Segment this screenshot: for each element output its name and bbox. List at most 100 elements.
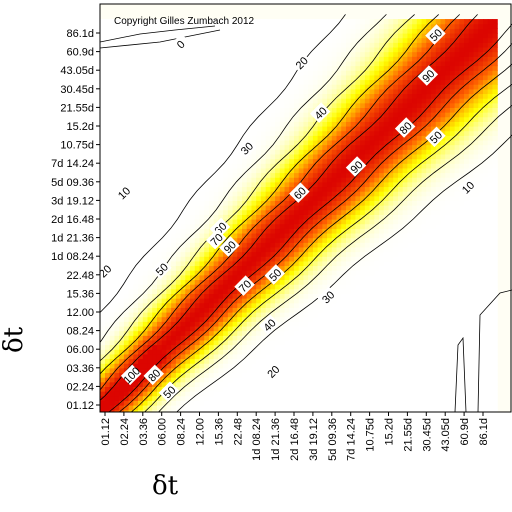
heatmap-cell bbox=[119, 60, 125, 67]
heatmap-cell bbox=[284, 33, 290, 39]
heatmap-cell bbox=[128, 107, 134, 113]
heatmap-cell bbox=[199, 242, 205, 248]
heatmap-cell bbox=[105, 353, 111, 360]
heatmap-cell bbox=[270, 93, 276, 99]
heatmap-cell bbox=[294, 167, 300, 174]
heatmap-cell bbox=[341, 223, 347, 229]
heatmap-cell bbox=[175, 298, 182, 304]
heatmap-cell bbox=[166, 205, 172, 211]
heatmap-cell bbox=[109, 172, 116, 178]
heatmap-cell bbox=[355, 298, 361, 304]
heatmap-cell bbox=[109, 102, 116, 108]
heatmap-cell bbox=[138, 391, 144, 397]
heatmap-cell bbox=[289, 121, 295, 127]
heatmap-cell bbox=[227, 270, 234, 276]
heatmap-cell bbox=[208, 395, 215, 401]
heatmap-cell bbox=[204, 214, 210, 220]
heatmap-cell bbox=[156, 74, 163, 81]
heatmap-cell bbox=[147, 112, 153, 118]
heatmap-cell bbox=[128, 60, 134, 67]
heatmap-cell bbox=[369, 191, 375, 197]
heatmap-cell bbox=[275, 307, 281, 313]
heatmap-cell bbox=[350, 130, 357, 136]
heatmap-cell bbox=[204, 65, 210, 71]
heatmap-cell bbox=[138, 325, 144, 332]
heatmap-cell bbox=[147, 400, 153, 406]
heatmap-cell bbox=[232, 107, 238, 113]
heatmap-cell bbox=[105, 139, 111, 146]
heatmap-cell bbox=[275, 70, 281, 76]
heatmap-cell bbox=[119, 363, 125, 369]
heatmap-cell bbox=[360, 144, 366, 150]
heatmap-cell bbox=[194, 358, 201, 364]
heatmap-cell bbox=[327, 93, 333, 99]
heatmap-cell bbox=[142, 316, 149, 322]
heatmap-cell bbox=[355, 321, 361, 327]
heatmap-cell bbox=[161, 56, 168, 62]
heatmap-cell bbox=[327, 400, 333, 406]
heatmap-cell bbox=[232, 28, 238, 34]
heatmap-cell bbox=[303, 149, 309, 155]
heatmap-cell bbox=[105, 293, 111, 299]
heatmap-cell bbox=[166, 321, 172, 327]
heatmap-cell bbox=[100, 42, 106, 48]
heatmap-cell bbox=[109, 307, 116, 313]
heatmap-cell bbox=[265, 177, 271, 183]
heatmap-cell bbox=[270, 358, 276, 364]
heatmap-cell bbox=[100, 209, 106, 215]
heatmap-cell bbox=[345, 405, 352, 411]
heatmap-cell bbox=[114, 270, 120, 276]
heatmap-cell bbox=[246, 167, 253, 174]
heatmap-cell bbox=[322, 325, 328, 332]
heatmap-cell bbox=[123, 79, 130, 85]
heatmap-cell bbox=[142, 358, 149, 364]
heatmap-cell bbox=[369, 288, 375, 294]
heatmap-cell bbox=[218, 251, 224, 257]
heatmap-cell bbox=[270, 84, 276, 90]
heatmap-cell bbox=[190, 191, 196, 197]
heatmap-cell bbox=[194, 37, 201, 43]
heatmap-cell bbox=[166, 316, 172, 322]
heatmap-cell bbox=[364, 386, 371, 392]
heatmap-cell bbox=[308, 307, 314, 313]
heatmap-cell bbox=[246, 74, 253, 81]
heatmap-cell bbox=[331, 200, 338, 206]
heatmap-cell bbox=[128, 70, 134, 76]
heatmap-cell bbox=[279, 126, 286, 132]
heatmap-cell bbox=[199, 377, 205, 383]
heatmap-cell bbox=[119, 325, 125, 332]
heatmap-cell bbox=[119, 65, 125, 71]
heatmap-cell bbox=[327, 158, 333, 164]
heatmap-cell bbox=[199, 335, 205, 341]
heatmap-cell bbox=[317, 144, 323, 150]
heatmap-cell bbox=[175, 200, 182, 206]
heatmap-cell bbox=[213, 270, 219, 276]
heatmap-cell bbox=[260, 88, 267, 95]
heatmap-cell bbox=[175, 372, 182, 378]
heatmap-cell bbox=[369, 260, 375, 267]
heatmap-cell bbox=[251, 339, 257, 346]
heatmap-cell bbox=[100, 139, 106, 146]
heatmap-cell bbox=[322, 19, 328, 25]
heatmap-cell bbox=[246, 344, 253, 350]
heatmap-cell bbox=[194, 335, 201, 341]
heatmap-cell bbox=[360, 228, 366, 234]
heatmap-cell bbox=[331, 121, 338, 127]
heatmap-cell bbox=[147, 386, 153, 392]
heatmap-cell bbox=[185, 265, 191, 271]
heatmap-cell bbox=[199, 79, 205, 85]
heatmap-cell bbox=[312, 335, 319, 341]
heatmap-cell bbox=[105, 409, 111, 412]
heatmap-cell bbox=[341, 242, 347, 248]
heatmap-cell bbox=[360, 270, 366, 276]
heatmap-cell bbox=[180, 344, 186, 350]
heatmap-cell bbox=[303, 367, 309, 374]
heatmap-cell bbox=[213, 372, 219, 378]
heatmap-cell bbox=[109, 70, 116, 76]
heatmap-cell bbox=[279, 200, 286, 206]
heatmap-cell bbox=[256, 51, 262, 57]
heatmap-cell bbox=[260, 177, 267, 183]
heatmap-cell bbox=[275, 93, 281, 99]
heatmap-cell bbox=[204, 205, 210, 211]
heatmap-cell bbox=[251, 195, 257, 201]
